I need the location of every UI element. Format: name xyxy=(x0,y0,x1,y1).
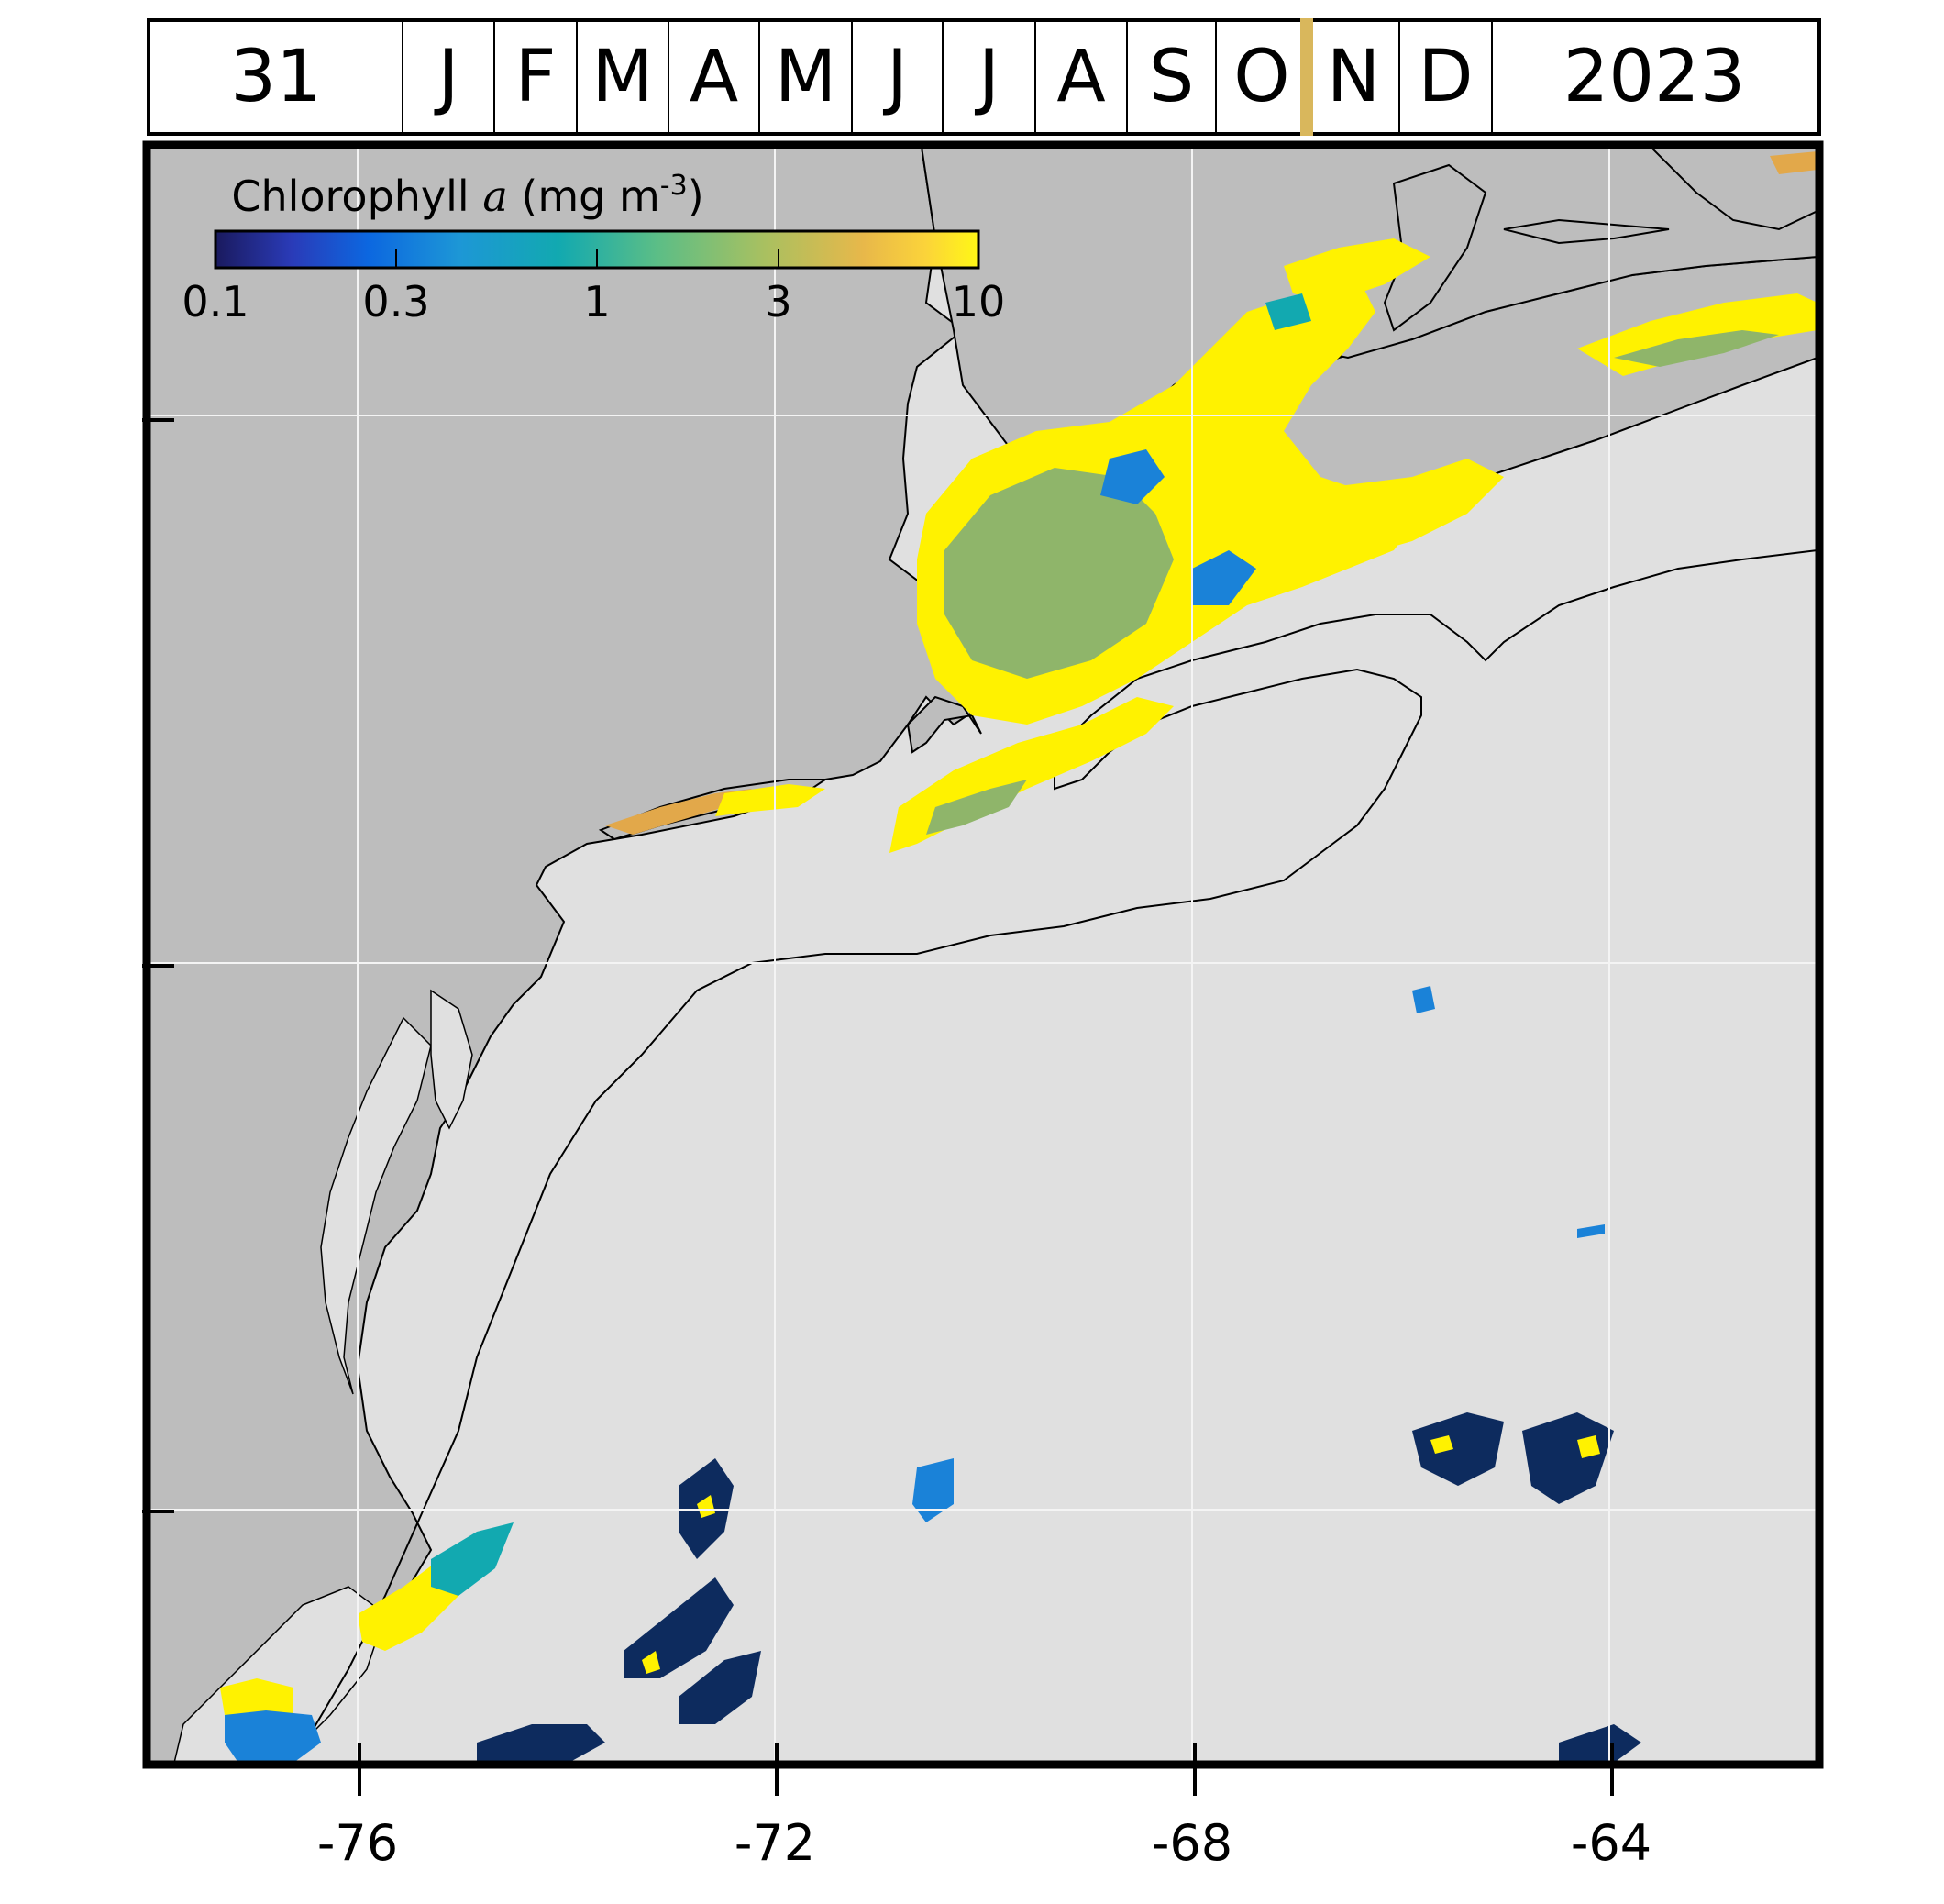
colorbar-tick-label: 10 xyxy=(952,277,1006,327)
chl-patch-offshore-low xyxy=(1522,1412,1614,1504)
colorbar-tick-label: 0.3 xyxy=(362,277,429,327)
timeline-month: A xyxy=(1036,22,1128,132)
chl-patch-offshore-low xyxy=(679,1651,761,1724)
timeline-month: O xyxy=(1217,22,1309,132)
colorbar-title: Chlorophyll a (mg m-3) xyxy=(231,170,703,221)
chl-patch-gulf-stlawrence xyxy=(1284,238,1430,303)
lon-label: -68 xyxy=(1152,1814,1232,1872)
chlorophyll-map: 44 40 36 -76 -72 -68 -64 Chlorophyll a (… xyxy=(142,140,1824,1872)
lat-ticks xyxy=(142,418,174,1513)
map-frame xyxy=(142,140,1824,1769)
shelf-break-contour xyxy=(293,549,1817,1763)
chesapeake-bay xyxy=(320,1016,432,1395)
timeline-month: J xyxy=(853,22,944,132)
delaware-bay xyxy=(430,989,473,1130)
chl-patch-blue-gom3 xyxy=(1265,293,1311,330)
lon-label: -76 xyxy=(317,1814,398,1872)
chl-patch-li-sound xyxy=(715,784,825,816)
lon-label: -64 xyxy=(1571,1814,1651,1872)
chl-patch-pamlico-blue xyxy=(225,1710,321,1763)
timeline-day: 31 xyxy=(150,22,403,132)
chl-patch-blue-gom xyxy=(1100,449,1165,504)
timeline-bar: 31 J F M A M J J A S O N D 2023 xyxy=(147,18,1821,136)
colorbar-tick-label: 0.1 xyxy=(182,277,249,327)
chl-patch-gulf-of-maine-mid xyxy=(944,468,1174,679)
chl-patch-hatteras-teal xyxy=(431,1522,514,1596)
timeline-month: M xyxy=(760,22,853,132)
graticule xyxy=(149,147,1817,1763)
chl-patch-blue-gom2 xyxy=(1192,550,1256,605)
chl-patch-long-island xyxy=(605,789,752,835)
timeline-month: S xyxy=(1128,22,1217,132)
timeline-date-marker xyxy=(1300,18,1313,136)
colorbar-tick-label: 3 xyxy=(765,277,791,327)
timeline-month: N xyxy=(1309,22,1400,132)
timeline-month: M xyxy=(578,22,669,132)
chl-patch-offshore-low xyxy=(1412,1412,1504,1486)
timeline-month: F xyxy=(495,22,578,132)
timeline-month: J xyxy=(403,22,495,132)
lon-ticks xyxy=(358,1743,1614,1796)
timeline-month: J xyxy=(944,22,1036,132)
chl-patch-nova-scotia-mid xyxy=(1614,330,1779,367)
chl-patch-cape-breton xyxy=(1770,151,1817,174)
timeline-year: 2023 xyxy=(1563,36,1746,118)
lon-label: -72 xyxy=(735,1814,815,1872)
chl-patch-georges-bank-mid xyxy=(926,780,1027,835)
timeline-month: D xyxy=(1400,22,1493,132)
timeline-month: A xyxy=(669,22,760,132)
chl-patch-offshore-low xyxy=(624,1577,734,1678)
chl-patch-offshore-low xyxy=(477,1724,605,1763)
land-pei xyxy=(1503,218,1670,245)
chl-patch-gulf-of-maine-east xyxy=(1192,459,1504,587)
chl-patch-offshore-low xyxy=(1559,1724,1641,1763)
colorbar-tick-label: 1 xyxy=(583,277,610,327)
colorbar: Chlorophyll a (mg m-3) 0.1 0.3 1 3 10 xyxy=(182,170,1005,327)
